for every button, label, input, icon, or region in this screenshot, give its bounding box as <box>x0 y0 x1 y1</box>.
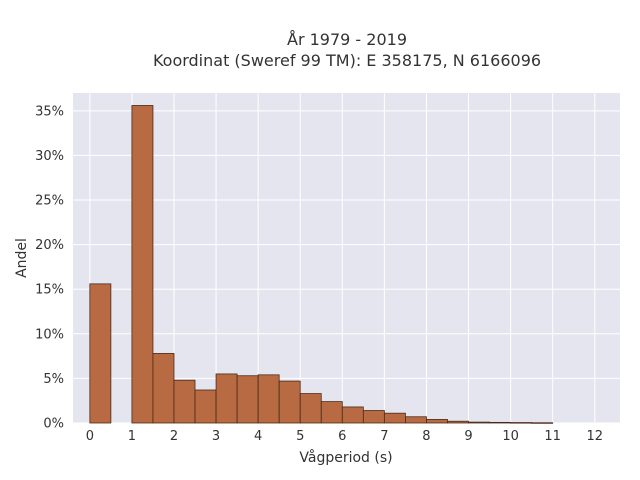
histogram-bar <box>531 422 554 424</box>
y-tick-label: 25% <box>35 194 64 209</box>
histogram-bar <box>362 410 385 424</box>
histogram-bar <box>89 283 112 424</box>
x-tick-label: 8 <box>422 429 430 444</box>
x-tick-label: 7 <box>380 429 388 444</box>
chart-title-line1: År 1979 - 2019 <box>287 30 407 49</box>
y-tick-label: 5% <box>43 372 64 387</box>
gridlines <box>73 93 620 424</box>
x-tick-label: 4 <box>254 429 262 444</box>
y-tick-label: 35% <box>35 104 64 119</box>
y-tick-label: 30% <box>35 149 64 164</box>
y-tick-label: 10% <box>35 327 64 342</box>
histogram-bar <box>131 105 154 424</box>
bars-group <box>89 105 554 424</box>
histogram-bar <box>468 421 490 424</box>
x-tick-label: 10 <box>502 429 519 444</box>
y-tick-label: 0% <box>43 417 64 432</box>
x-tick-label: 11 <box>544 429 561 444</box>
y-axis-label: Andel <box>14 238 30 278</box>
histogram-bar <box>299 393 322 424</box>
y-tick-label: 20% <box>35 238 64 253</box>
x-tick-label: 5 <box>296 429 304 444</box>
chart-title-line2: Koordinat (Sweref 99 TM): E 358175, N 61… <box>153 51 541 70</box>
histogram-bar <box>489 421 511 424</box>
x-axis-ticks: 0 1 2 3 4 5 6 7 8 9 10 11 12 <box>86 429 603 444</box>
x-tick-label: 1 <box>128 429 136 444</box>
histogram-bar <box>405 416 427 424</box>
histogram-bar <box>236 375 259 424</box>
x-tick-label: 12 <box>586 429 603 444</box>
histogram-bar <box>194 389 217 424</box>
y-tick-label: 15% <box>35 283 64 298</box>
histogram-bar <box>510 422 533 424</box>
x-tick-label: 9 <box>464 429 472 444</box>
histogram-bar <box>215 373 238 424</box>
histogram-bar <box>152 353 175 424</box>
x-tick-label: 6 <box>338 429 346 444</box>
histogram-bar <box>383 412 406 424</box>
histogram-bar <box>320 401 343 424</box>
histogram-bar <box>278 380 301 424</box>
y-axis-ticks: 0% 5% 10% 15% 20% 25% 30% 35% <box>35 104 64 431</box>
histogram-bar <box>341 406 364 424</box>
x-tick-label: 3 <box>212 429 220 444</box>
histogram-bar <box>257 374 280 424</box>
x-tick-label: 0 <box>86 429 94 444</box>
x-axis-label: Vågperiod (s) <box>299 449 392 466</box>
x-tick-label: 2 <box>170 429 178 444</box>
histogram-bar <box>173 379 196 424</box>
histogram-bar <box>447 420 469 424</box>
histogram-bar <box>426 419 448 424</box>
